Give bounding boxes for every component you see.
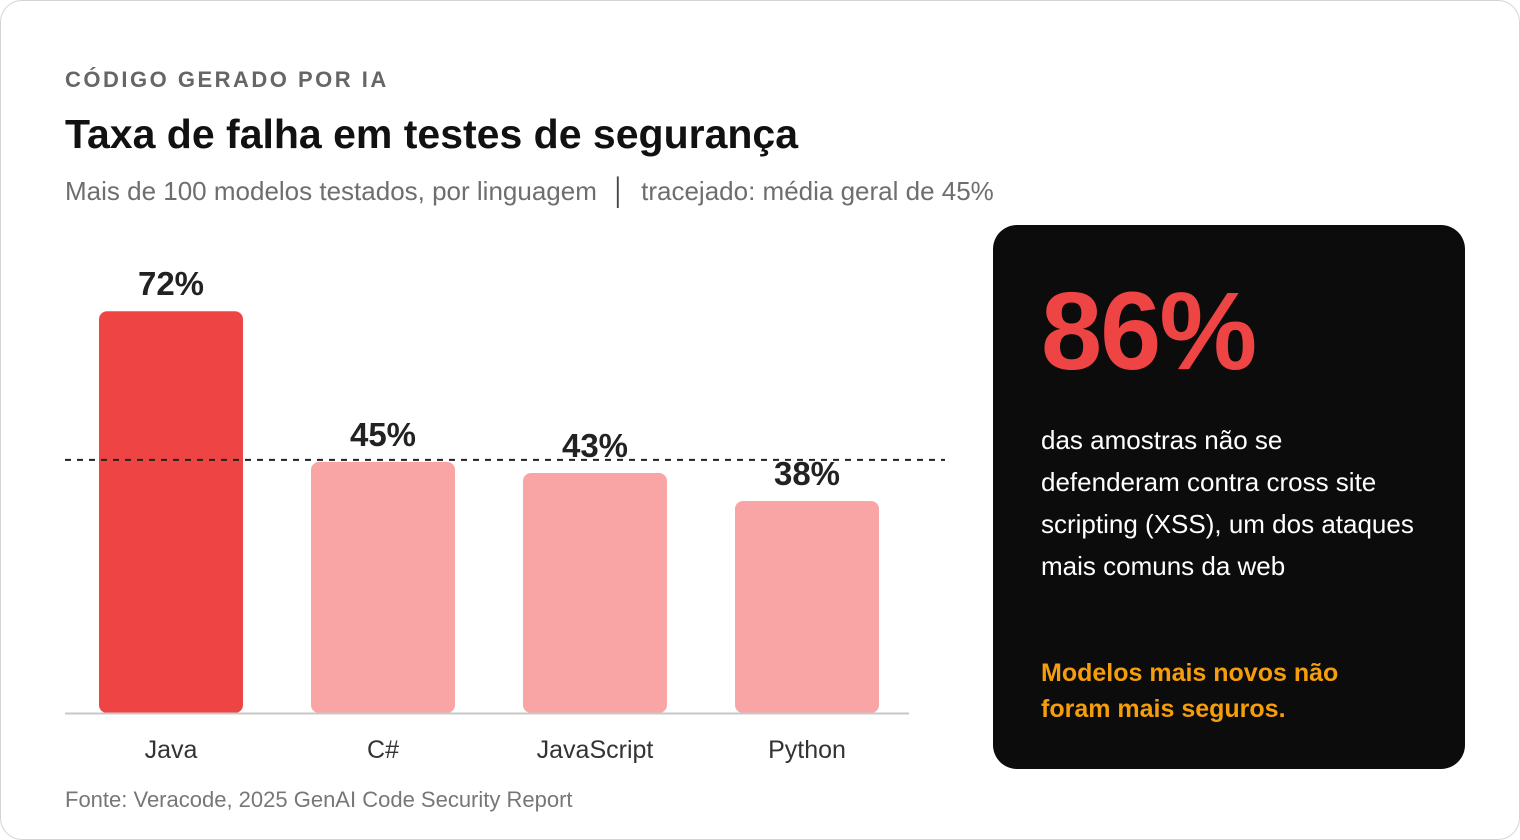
chart-title: Taxa de falha em testes de segurança — [65, 111, 799, 157]
category-label: Python — [768, 736, 846, 764]
chart-subtitle: Mais de 100 modelos testados, por lingua… — [65, 176, 994, 207]
bar-chart: 72% Java 45% C# 43% JavaScript 38% Python — [65, 265, 945, 764]
subtitle-separator: │ — [610, 176, 628, 206]
bar-python — [735, 500, 879, 713]
category-label: Java — [145, 736, 198, 764]
highlight-note: Modelos mais novos não foram mais seguro… — [1041, 659, 1339, 723]
highlight-panel: 86% das amostras não se defenderam contr… — [993, 225, 1465, 769]
subtitle-right: tracejado: média geral de 45% — [641, 176, 994, 206]
category-label: C# — [367, 736, 399, 764]
source-note: Fonte: Veracode, 2025 GenAI Code Securit… — [65, 787, 573, 812]
eyebrow-label: CÓDIGO GERADO POR IA — [65, 67, 389, 92]
bar-value-label: 72% — [138, 265, 204, 302]
highlight-stat: 86% — [1041, 270, 1257, 393]
bar-value-label: 45% — [350, 416, 416, 453]
subtitle-left: Mais de 100 modelos testados, por lingua… — [65, 176, 597, 206]
category-label: JavaScript — [537, 736, 654, 764]
bar-c- — [311, 461, 455, 713]
bar-javascript — [523, 473, 667, 713]
bar-java — [99, 311, 243, 713]
bar-value-label: 38% — [774, 455, 840, 492]
highlight-description: das amostras não se defenderam contra cr… — [1041, 425, 1414, 581]
bar-value-label: 43% — [562, 427, 628, 464]
